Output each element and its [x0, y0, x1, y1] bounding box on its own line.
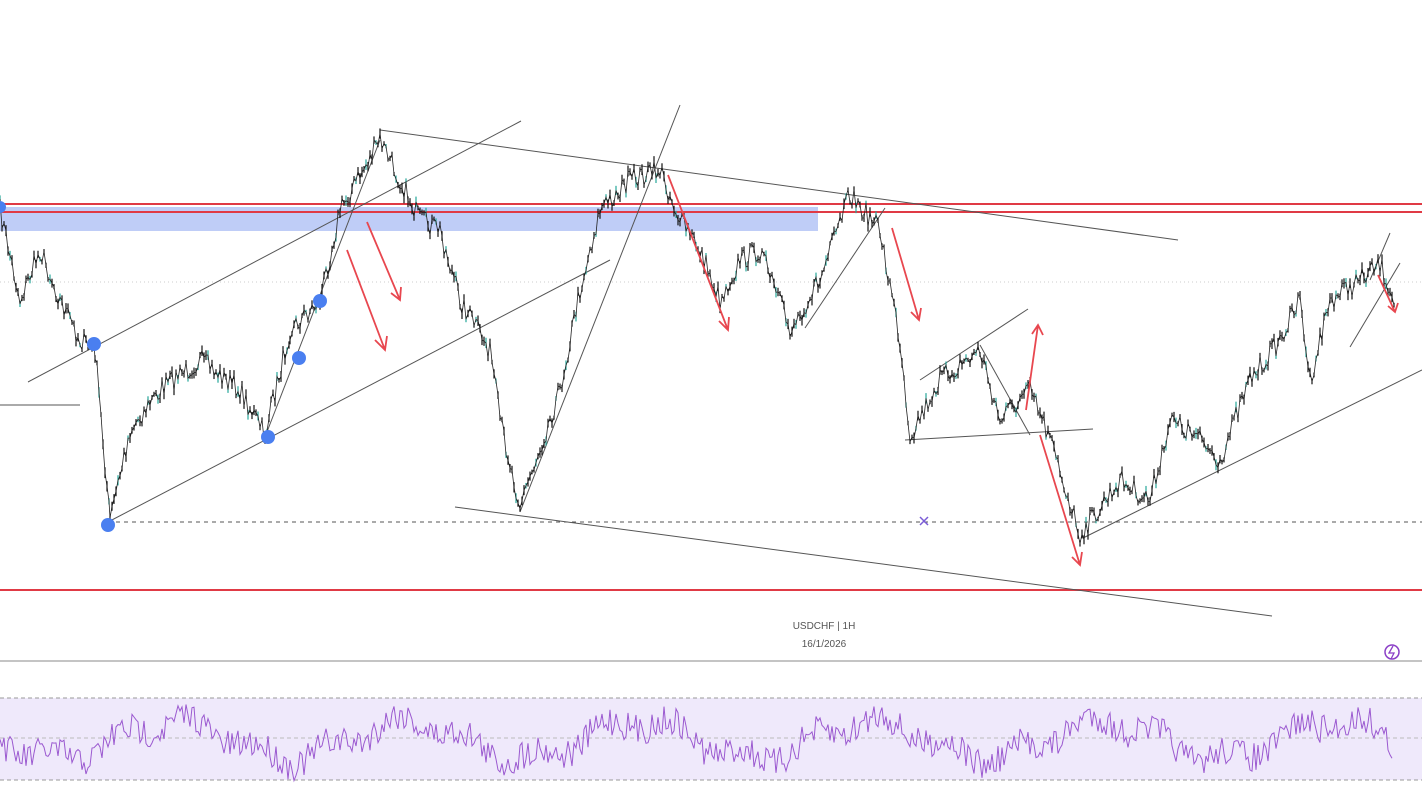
rsi-line — [0, 704, 1393, 783]
price-series — [0, 128, 1395, 547]
rsi-series — [0, 704, 1393, 783]
symbol-label: USDCHF | 1H — [793, 621, 856, 632]
pivot-dots — [0, 201, 327, 532]
replay-icon[interactable] — [1384, 644, 1400, 660]
zone — [0, 207, 818, 231]
arrows — [346, 174, 1399, 567]
rsi-levels — [0, 697, 1422, 781]
price-line — [0, 133, 1395, 544]
date-label: 16/1/2026 — [802, 639, 847, 650]
trendlines — [27, 104, 1422, 617]
marker — [919, 516, 929, 526]
rsi-band — [0, 698, 1422, 780]
